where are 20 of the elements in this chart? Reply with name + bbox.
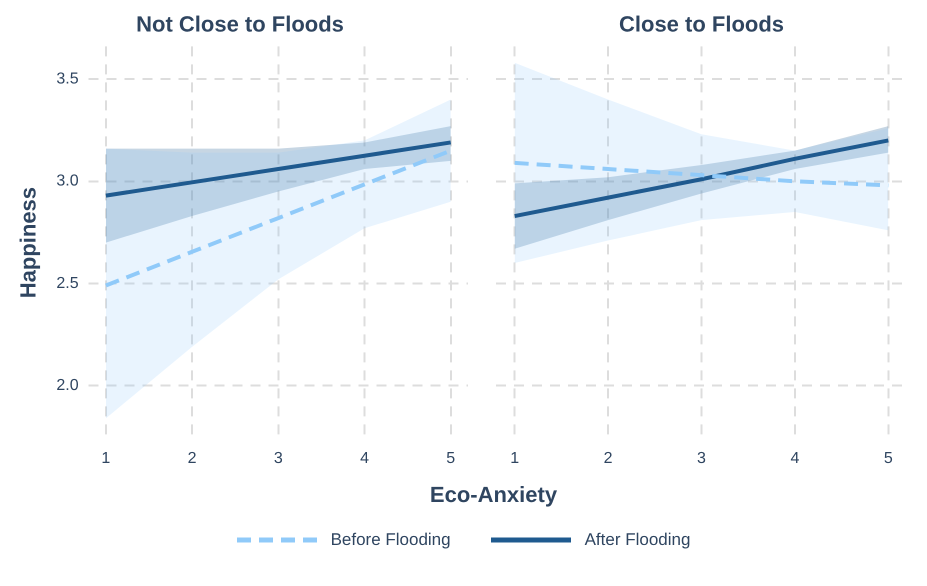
x-tick-label: 1	[510, 450, 520, 467]
legend-label: Before Flooding	[330, 530, 451, 550]
y-tick-label: 2.0	[56, 377, 79, 394]
x-tick-label: 4	[360, 450, 370, 467]
x-tick-label: 2	[604, 450, 613, 467]
y-axis-title: Happiness	[15, 186, 40, 298]
x-tick-label: 5	[446, 450, 456, 467]
y-tick-label: 2.5	[56, 274, 79, 292]
x-tick-label: 4	[790, 450, 800, 467]
y-tick-label: 3.5	[56, 70, 79, 88]
x-tick-label: 3	[274, 450, 283, 467]
x-tick-label: 2	[188, 450, 197, 467]
y-tick-label: 3.0	[56, 172, 79, 190]
x-tick-label: 1	[101, 450, 110, 467]
legend-label: After Flooding	[584, 530, 690, 550]
chart-title: Close to Floods	[619, 11, 784, 36]
chart-title: Not Close to Floods	[136, 11, 344, 36]
x-axis-title: Eco-Anxiety	[428, 482, 558, 508]
x-tick-label: 3	[697, 450, 706, 467]
x-tick-label: 5	[884, 450, 893, 467]
